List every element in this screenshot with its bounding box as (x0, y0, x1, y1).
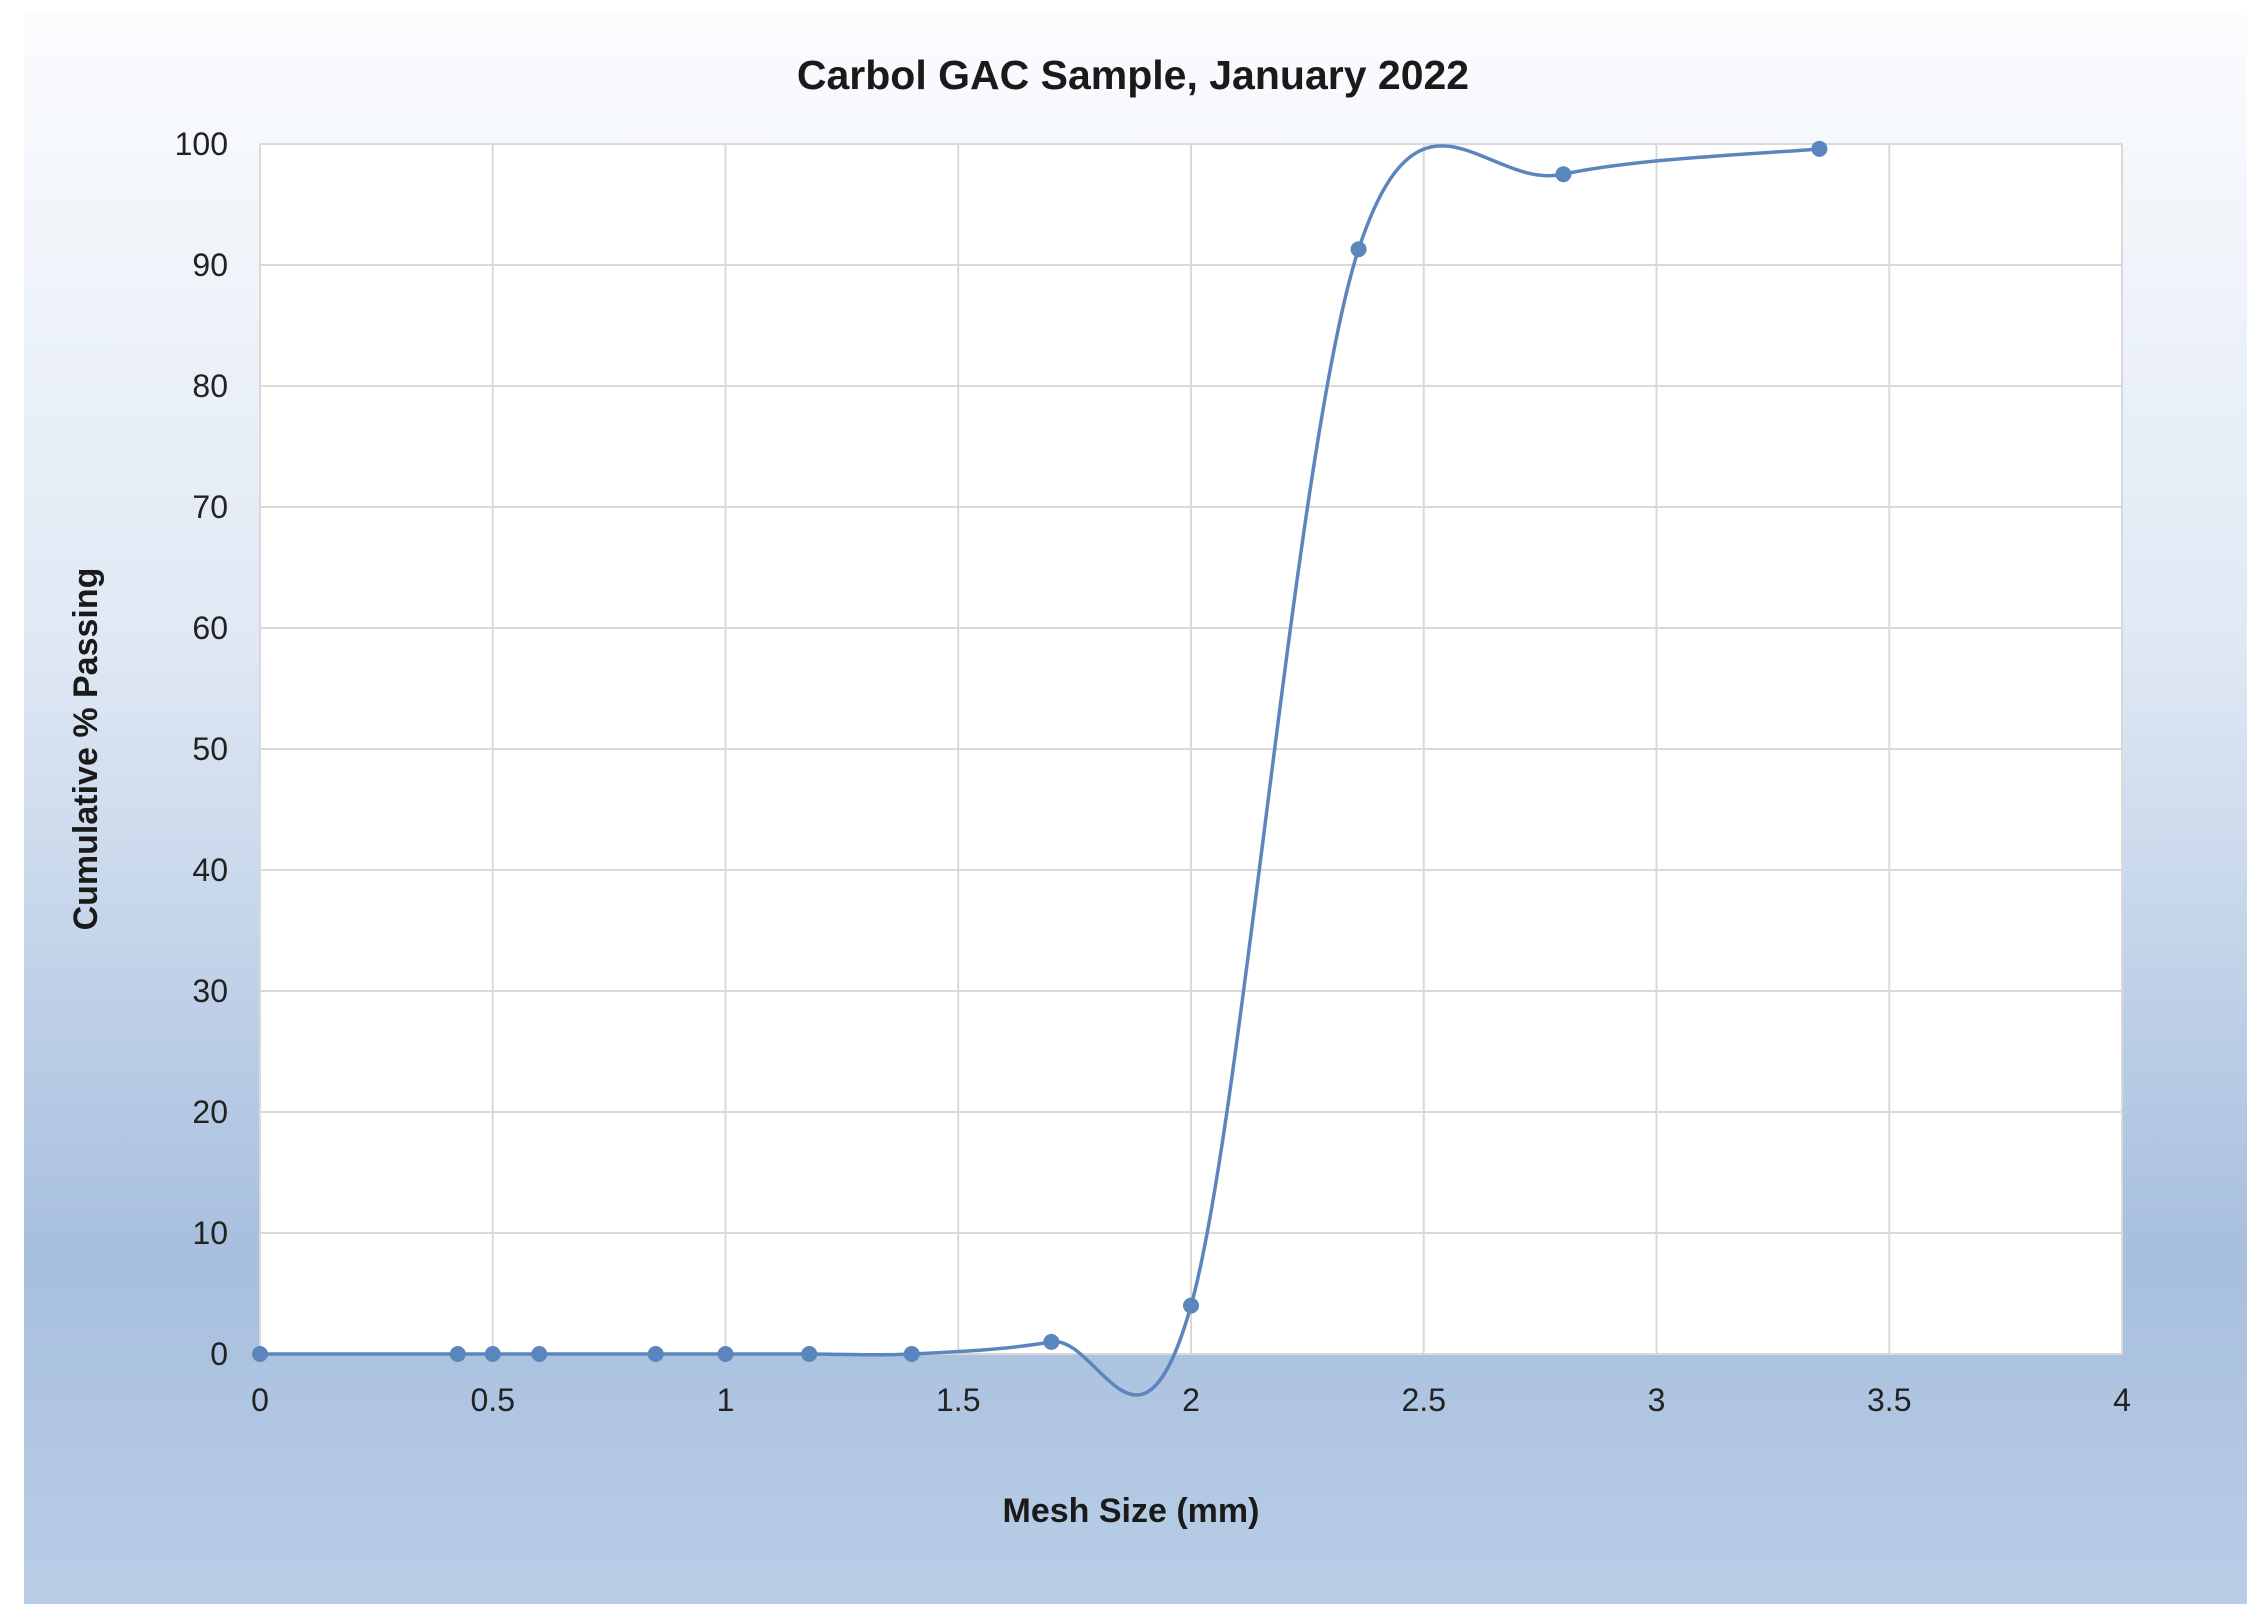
y-tick-label: 90 (192, 247, 228, 283)
y-axis-title: Cumulative % Passing (67, 568, 105, 931)
y-tick-label: 30 (192, 973, 228, 1009)
y-tick-label: 100 (175, 126, 228, 162)
x-tick-label: 4 (2113, 1382, 2131, 1418)
chart-svg: Carbol GAC Sample, January 2022 0 0.5 1 1.5… (67, 52, 2131, 1530)
gridlines (259, 143, 2123, 1355)
data-point (531, 1346, 548, 1362)
y-tick-label: 50 (192, 731, 228, 767)
x-tick-label: 0.5 (471, 1382, 515, 1418)
data-points (252, 140, 1828, 1362)
x-tick-label: 3.5 (1867, 1382, 1911, 1418)
data-point (717, 1346, 734, 1362)
x-tick-label: 1.5 (936, 1382, 980, 1418)
x-tick-label: 3 (1648, 1382, 1666, 1418)
data-point (1811, 140, 1828, 157)
data-point (1350, 241, 1367, 258)
x-tick-label: 2 (1182, 1382, 1200, 1418)
data-point (903, 1346, 920, 1362)
y-tick-label: 70 (192, 489, 228, 525)
chart-area: Carbol GAC Sample, January 2022 0 0.5 1 1.5… (24, 10, 2247, 1604)
x-tick-label: 1 (717, 1382, 735, 1418)
data-point (801, 1346, 818, 1362)
y-tick-label: 40 (192, 852, 228, 888)
chart-title: Carbol GAC Sample, January 2022 (797, 52, 1469, 98)
y-tick-label: 10 (192, 1215, 228, 1251)
data-point (252, 1346, 268, 1362)
data-point (484, 1346, 501, 1362)
data-point (1555, 166, 1572, 183)
data-point (1043, 1333, 1060, 1350)
y-tick-label: 20 (192, 1094, 228, 1130)
y-tick-label: 0 (210, 1336, 228, 1372)
x-tick-label: 0 (251, 1382, 269, 1418)
x-axis-title: Mesh Size (mm) (1003, 1492, 1260, 1530)
data-point (1183, 1297, 1199, 1314)
x-tick-label: 2.5 (1402, 1382, 1446, 1418)
data-point (647, 1346, 664, 1362)
data-point (449, 1346, 466, 1362)
y-tick-label: 60 (192, 610, 228, 646)
y-tick-label: 80 (192, 368, 228, 404)
